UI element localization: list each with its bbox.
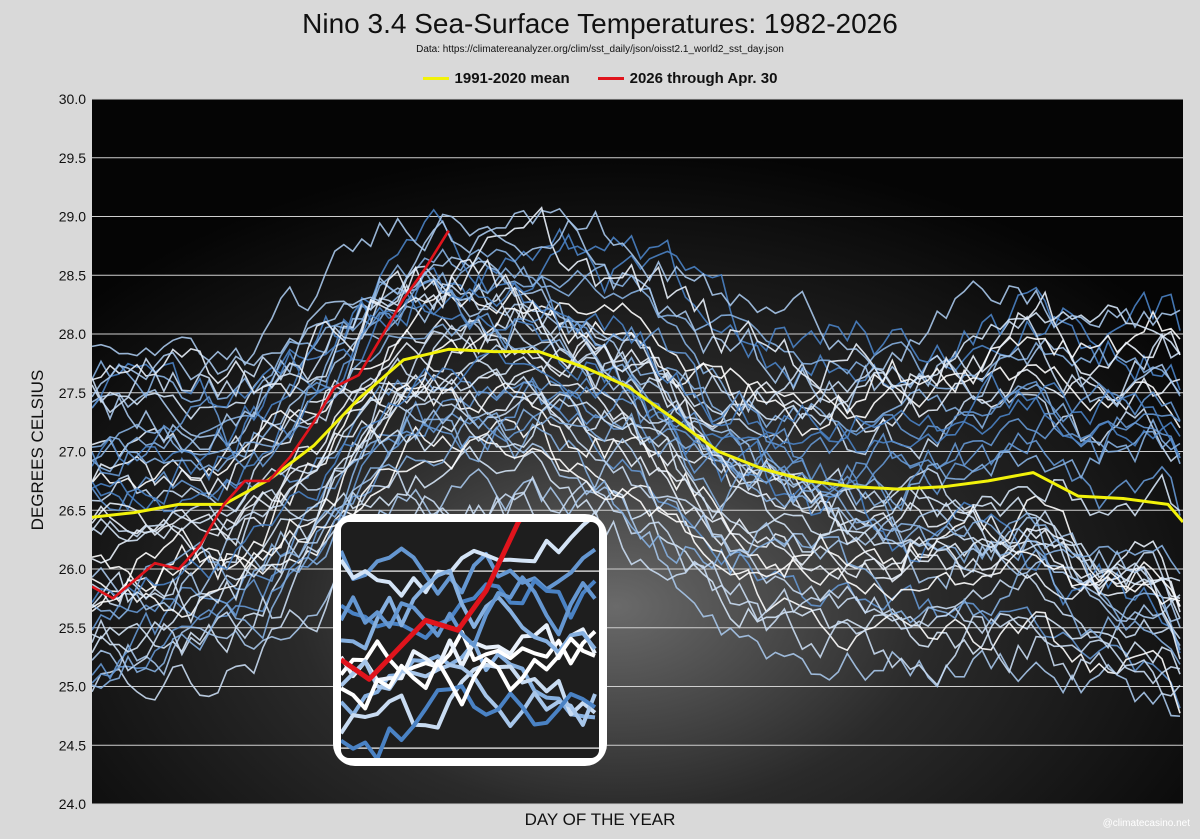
inset-historical-line (341, 684, 597, 758)
historical-series-line (92, 256, 1181, 647)
y-tick-label: 24.5 (59, 737, 86, 753)
series-line-2026 (92, 229, 450, 600)
inset-zoom (333, 514, 607, 766)
historical-series-line (92, 278, 1181, 516)
inset-historical-line (341, 578, 597, 640)
inset-historical-line (341, 636, 596, 711)
y-tick-label: 25.0 (59, 679, 86, 695)
legend: 1991-2020 mean 2026 through Apr. 30 (0, 70, 1200, 87)
legend-swatch-mean (422, 77, 449, 80)
historical-series (92, 206, 1181, 717)
historical-series-line (92, 395, 1181, 623)
inset-historical-line (341, 546, 597, 596)
y-tick-label: 27.5 (59, 385, 86, 401)
y-tick-label: 28.5 (59, 267, 86, 283)
historical-series-line (92, 304, 1181, 654)
y-tick-label: 26.5 (59, 502, 86, 518)
historical-series-line (92, 321, 1181, 575)
y-tick-label: 29.5 (59, 150, 86, 166)
historical-series-line (92, 469, 1181, 697)
inset-historical-line (341, 662, 597, 735)
historical-series-line (92, 210, 1181, 398)
inset-historical-line (341, 522, 597, 598)
historical-series-line (92, 315, 1181, 608)
legend-label-current: 2026 through Apr. 30 (629, 70, 778, 87)
historical-series-line (92, 418, 1181, 714)
historical-series-line (92, 348, 1181, 603)
legend-item-current: 2026 through Apr. 30 (597, 70, 778, 87)
chart-subtitle: Data: https://climatereanalyzer.org/clim… (416, 44, 784, 55)
y-tick-label: 24.0 (59, 796, 86, 812)
historical-series-line (92, 393, 1181, 685)
y-tick-label: 25.5 (59, 620, 86, 636)
historical-series-line (92, 408, 1181, 690)
y-tick-label: 26.0 (59, 561, 86, 577)
historical-series-line (92, 233, 1181, 512)
historical-series-line (92, 206, 1181, 497)
y-axis-label: DEGREES CELSIUS (28, 369, 47, 531)
y-tick-label: 29.0 (59, 209, 86, 225)
legend-swatch-current (597, 77, 624, 80)
chart-title: Nino 3.4 Sea-Surface Temperatures: 1982-… (302, 8, 898, 39)
historical-series-line (92, 445, 1181, 675)
y-tick-label: 30.0 (59, 91, 86, 107)
historical-series-line (92, 415, 1181, 651)
y-tick-label: 28.0 (59, 326, 86, 342)
historical-series-line (92, 393, 1181, 625)
legend-label-mean: 1991-2020 mean (454, 70, 570, 87)
historical-series-line (92, 258, 1181, 660)
y-tick-label: 27.0 (59, 444, 86, 460)
credit-watermark: @climatecasino.net (1102, 818, 1190, 829)
x-axis-label: DAY OF THE YEAR (524, 810, 676, 829)
inset-historical-line (341, 575, 597, 648)
legend-item-mean: 1991-2020 mean (422, 70, 570, 87)
historical-series-line (92, 436, 1181, 618)
y-axis-ticks: 24.0 24.5 25.0 25.5 26.0 26.5 27.0 27.5 28.0 28.5… (59, 91, 86, 812)
historical-series-line (92, 376, 1181, 631)
historical-series-line (92, 256, 1181, 473)
historical-series-line (92, 286, 1181, 490)
highlight-series (92, 229, 1183, 600)
inset-historical-line (341, 623, 597, 683)
inset-series-line-2026 (341, 522, 599, 682)
inset-historical-line (341, 659, 597, 728)
historical-series-line (92, 265, 1181, 619)
